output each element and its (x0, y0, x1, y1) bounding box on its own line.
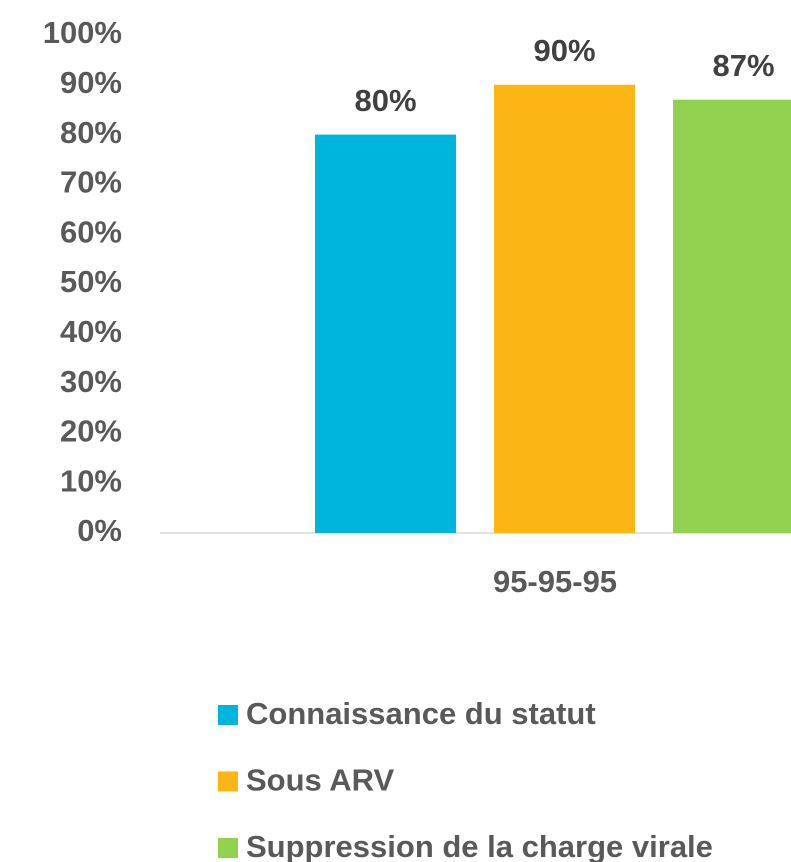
y-tick-label: 100% (43, 15, 122, 50)
y-tick-label: 30% (60, 364, 122, 399)
y-tick-label: 20% (60, 414, 122, 449)
y-tick-label: 0% (77, 513, 122, 548)
bar (494, 84, 635, 534)
x-tick-label: 95-95-95 (493, 564, 617, 599)
legend-swatch (218, 838, 238, 858)
value-label: 87% (712, 48, 774, 83)
y-tick-label: 90% (60, 65, 122, 100)
legend-label: Connaissance du statut (246, 696, 596, 731)
y-tick-label: 70% (60, 165, 122, 200)
value-label: 90% (533, 33, 595, 68)
y-tick-label: 80% (60, 115, 122, 150)
y-tick-label: 60% (60, 214, 122, 249)
legend-swatch (218, 771, 238, 792)
y-tick-label: 10% (60, 463, 122, 498)
legend-label: Sous ARV (246, 763, 394, 798)
bar (673, 99, 791, 534)
legend-swatch (218, 705, 238, 725)
y-tick-label: 50% (60, 264, 122, 299)
legend-label: Suppression de la charge virale (246, 829, 713, 862)
value-label: 80% (354, 83, 416, 118)
y-tick-label: 40% (60, 314, 122, 349)
bar (315, 134, 456, 533)
